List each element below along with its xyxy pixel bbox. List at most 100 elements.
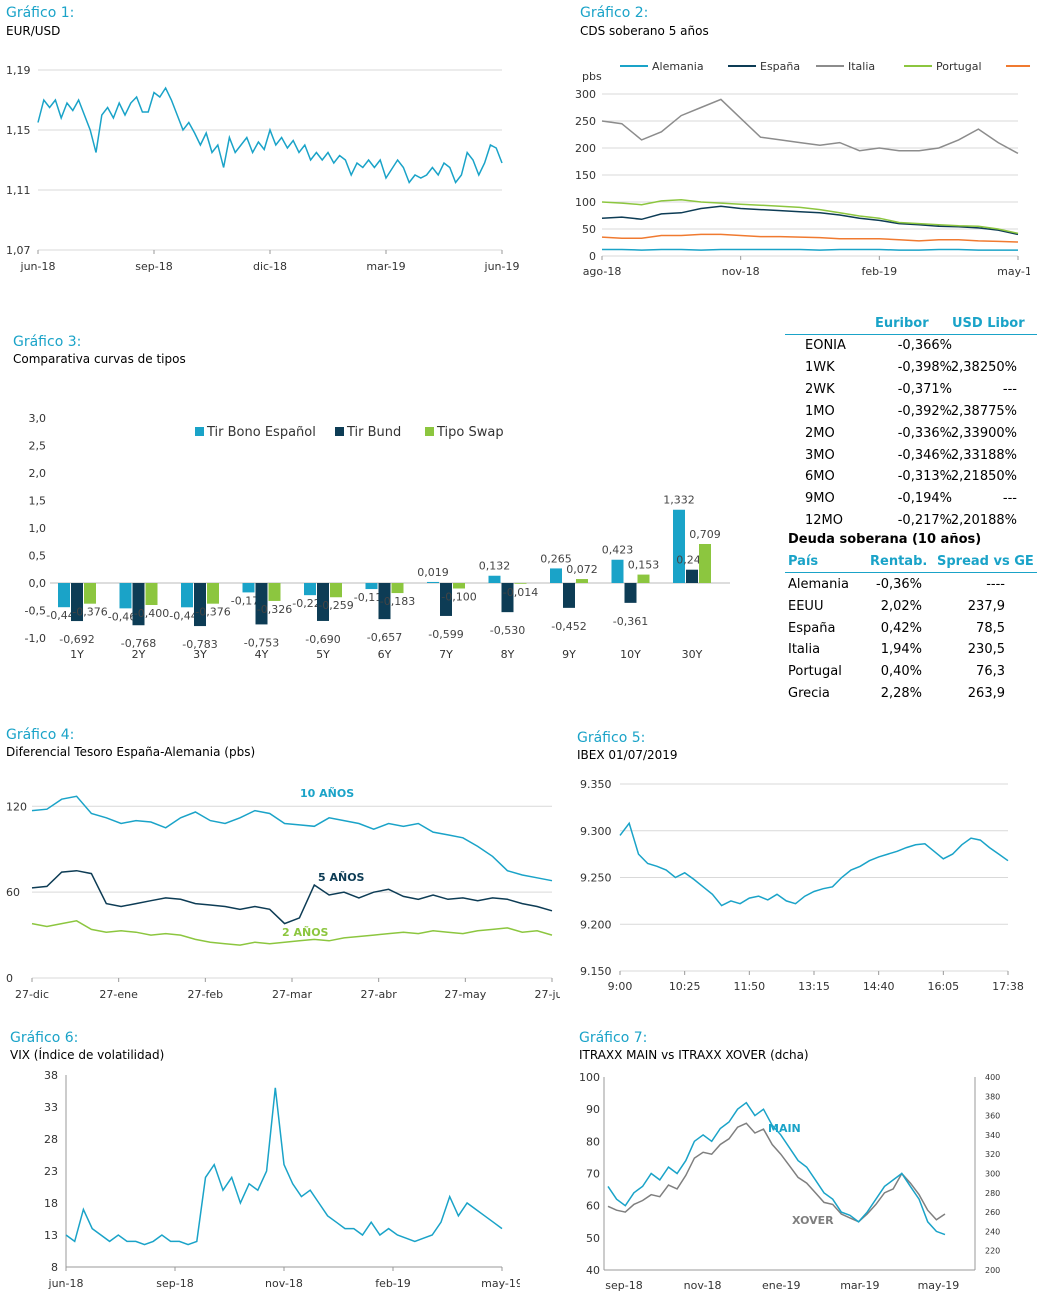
rates-header-divider xyxy=(785,334,1037,335)
bar-8Y-2 xyxy=(514,583,527,584)
chart-3-category-label: 2Y xyxy=(132,648,146,661)
bar-label-4Y-1: -0,753 xyxy=(244,636,279,649)
ibex-line xyxy=(619,821,1009,907)
chart-7-right-tick-label: 220 xyxy=(985,1247,1000,1256)
bar-30Y-2 xyxy=(699,544,711,583)
chart-2-y-tick-label: 300 xyxy=(575,88,596,101)
legend-label-alemania: Alemania xyxy=(652,60,704,73)
chart-1-x-tick-label: sep-18 xyxy=(135,260,172,273)
bar-label-7Y-0: 0,019 xyxy=(417,566,449,579)
bar-label-2Y-2: -0,400 xyxy=(134,607,169,620)
rates-row-libor: 2,38250% xyxy=(950,359,1017,375)
chart-1-y-tick-label: 1,11 xyxy=(6,184,31,197)
chart-2-x-tick-label: ago-18 xyxy=(583,265,622,278)
chart-6-y-tick-label: 33 xyxy=(44,1101,58,1114)
chart-4-x-tick-label: 27-feb xyxy=(188,988,224,1001)
bar-7Y-2 xyxy=(453,583,465,589)
chart-1-x-tick-label: jun-19 xyxy=(484,260,520,273)
chart-7-x-tick-label: ene-19 xyxy=(762,1279,800,1292)
chart-5-x-tick-label: 10:25 xyxy=(669,980,701,993)
debt-row-country: Alemania xyxy=(788,577,849,592)
chart-7-right-tick-label: 280 xyxy=(985,1189,1000,1198)
bar-2Y-0 xyxy=(119,583,132,609)
chart-5-ibex: 9.350 9.300 9.250 9.200 9.150 9:00 10:25 11:50 1… xyxy=(580,778,1024,993)
chart-5-y-tick-label: 9.200 xyxy=(580,918,612,931)
bar-4Y-2 xyxy=(268,583,281,601)
chart-4-subtitle: Diferencial Tesoro España-Alemania (pbs) xyxy=(6,745,256,759)
chart-7-right-tick-label: 260 xyxy=(985,1208,1000,1217)
chart-1-y-tick-label: 1,07 xyxy=(6,244,31,257)
chart-2-cds: 300 250 200 150 100 50 0 ago-18 nov-18 feb-19 may-… xyxy=(575,60,1030,278)
chart-3-category-label: 3Y xyxy=(193,648,207,661)
chart-3-y-tick-label: 2,5 xyxy=(29,440,47,453)
debt-row-yield: 0,40% xyxy=(880,664,922,680)
bar-2Y-2 xyxy=(145,583,158,605)
bar-label-9Y-1: -0,452 xyxy=(551,620,586,633)
chart-4-x-tick-label: 27-ene xyxy=(99,988,138,1001)
chart-4-y-tick-label: 60 xyxy=(6,886,20,899)
chart-3-y-tick-label: 0,5 xyxy=(29,550,47,563)
chart-4-y-tick-label: 0 xyxy=(6,972,13,985)
chart-7-right-tick-label: 320 xyxy=(985,1150,1000,1159)
chart-6-vix: 38 33 28 23 18 13 8 jun-18 sep-18 nov-18 feb-19 may… xyxy=(44,1069,520,1290)
yield-header: Rentab. xyxy=(870,554,928,569)
chart-5-x-tick-label: 11:50 xyxy=(733,980,765,993)
bar-3Y-2 xyxy=(207,583,219,604)
debt-row-yield: 2,28% xyxy=(880,686,922,701)
rates-row-libor: --- xyxy=(1002,381,1017,397)
chart-2-y-tick-label: 0 xyxy=(589,250,596,263)
chart-1-x-tick-label: jun-18 xyxy=(20,260,56,273)
chart-7-right-tick-label: 340 xyxy=(985,1131,1000,1140)
chart-7-x-tick-label: sep-18 xyxy=(605,1279,642,1292)
eurusd-line xyxy=(37,86,503,185)
bar-label-30Y-2: 0,709 xyxy=(689,528,721,541)
bar-label-30Y-0: 1,332 xyxy=(663,494,695,507)
chart-7-itraxx: 100 90 80 70 60 50 40 400 380 360 340 320 300 280 260 2… xyxy=(579,1071,1000,1292)
chart-6-y-tick-label: 8 xyxy=(51,1261,58,1274)
chart-1-title: Gráfico 1: xyxy=(6,5,75,21)
chart-4-title: Gráfico 4: xyxy=(6,727,75,743)
debt-row-spread: 230,5 xyxy=(967,642,1005,658)
bar-1Y-2 xyxy=(84,583,96,604)
bar-10Y-2 xyxy=(637,574,650,583)
series-label-main: MAIN xyxy=(768,1122,801,1135)
legend-label-2: Tipo Swap xyxy=(436,425,504,440)
debt-row-spread: 78,5 xyxy=(976,620,1005,636)
debt-row-yield: 1,94% xyxy=(880,642,922,658)
series-label-2y: 2 AÑOS xyxy=(282,926,329,939)
chart-7-right-tick-label: 380 xyxy=(985,1092,1000,1101)
chart-3-category-label: 9Y xyxy=(562,648,576,661)
chart-5-y-tick-label: 9.150 xyxy=(580,965,612,978)
bar-7Y-0 xyxy=(427,581,439,583)
legend-label-0: Tir Bono Español xyxy=(206,425,316,440)
main-line xyxy=(607,1101,946,1236)
chart-2-y-tick-label: 200 xyxy=(575,142,596,155)
rates-row-label: 1MO xyxy=(805,403,835,419)
bar-1Y-0 xyxy=(58,583,70,608)
rates-row-label: 6MO xyxy=(805,469,835,485)
debt-row-spread: 76,3 xyxy=(976,664,1005,680)
xover-line xyxy=(607,1122,946,1223)
chart-6-y-tick-label: 38 xyxy=(44,1069,58,1082)
bar-5Y-2 xyxy=(330,583,342,598)
chart-7-left-tick-label: 50 xyxy=(586,1232,600,1245)
sovereign-debt-table: Deuda soberana (10 años) País Rentab. Sp… xyxy=(785,532,1037,707)
bar-label-5Y-2: -0,259 xyxy=(318,599,353,612)
debt-row-country: EEUU xyxy=(788,598,824,614)
chart-5-title: Gráfico 5: xyxy=(577,730,646,746)
chart-2-subtitle: CDS soberano 5 años xyxy=(580,24,709,38)
rates-row-label: 2WK xyxy=(805,381,835,397)
chart-2-y-tick-label: 250 xyxy=(575,115,596,128)
chart-7-x-tick-label: nov-18 xyxy=(684,1279,722,1292)
rates-row-label: 2MO xyxy=(805,425,835,441)
chart-5-x-tick-label: 13:15 xyxy=(798,980,830,993)
chart-4-x-tick-label: 27-abr xyxy=(361,988,398,1001)
chart-6-y-tick-label: 28 xyxy=(44,1133,58,1146)
chart-6-x-tick-label: feb-19 xyxy=(375,1277,411,1290)
chart-1-x-tick-label: dic-18 xyxy=(253,260,287,273)
chart-5-y-tick-label: 9.250 xyxy=(580,872,612,885)
rates-row-libor: 2,33188% xyxy=(950,447,1017,463)
rates-row-euribor: -0,366% xyxy=(897,338,952,353)
chart-5-x-tick-label: 14:40 xyxy=(863,980,895,993)
chart-4-x-tick-label: 27-mar xyxy=(272,988,312,1001)
